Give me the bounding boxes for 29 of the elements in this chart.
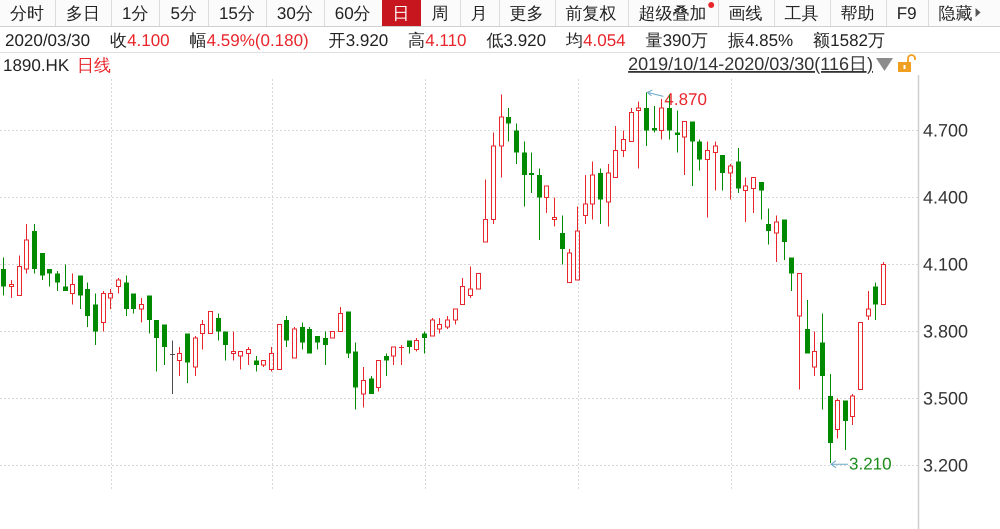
button-label: 多日 bbox=[66, 4, 100, 23]
button-label: 超级叠加 bbox=[638, 4, 707, 23]
y-tick-label: 4.700 bbox=[923, 120, 968, 140]
button-label: F9 bbox=[896, 4, 917, 23]
button-label: 15分 bbox=[218, 4, 255, 23]
button-label: 更多 bbox=[510, 4, 544, 23]
quote-info: 2020/03/30 收4.100 幅4.59%(0.180) 开3.920 高4.110 低3.920 均4.054 量390万 振4.85% 额1582万 bbox=[5, 31, 885, 50]
text: 2019/10/14-2020/03/30(116日) bbox=[628, 54, 873, 74]
button-label: 30分 bbox=[276, 4, 313, 23]
y-tick-label: 4.400 bbox=[923, 188, 968, 208]
button-label: 月 bbox=[470, 4, 488, 23]
y-tick-label: 3.800 bbox=[923, 322, 968, 342]
button-label: 分时 bbox=[10, 4, 44, 23]
button-label: 1分 bbox=[122, 4, 148, 23]
button-label: 工具 bbox=[784, 4, 819, 23]
button-label: 5分 bbox=[170, 4, 197, 23]
chart-subtitle: 日线 bbox=[77, 56, 112, 75]
button-label: 周 bbox=[432, 4, 449, 23]
button-label: 画线 bbox=[728, 4, 763, 23]
y-tick-label: 3.200 bbox=[923, 456, 968, 476]
y-tick-label: 3.500 bbox=[923, 388, 968, 408]
button-label: 隐藏 bbox=[938, 4, 973, 23]
y-tick-label: 4.100 bbox=[923, 254, 968, 274]
annotation: 3.210 bbox=[849, 454, 892, 474]
button-label: 帮助 bbox=[840, 4, 875, 23]
chart-title: 1890.HK bbox=[3, 56, 70, 75]
button: 日 bbox=[382, 0, 421, 26]
button-label: 前复权 bbox=[566, 4, 617, 23]
button-label: 60分 bbox=[334, 4, 371, 23]
